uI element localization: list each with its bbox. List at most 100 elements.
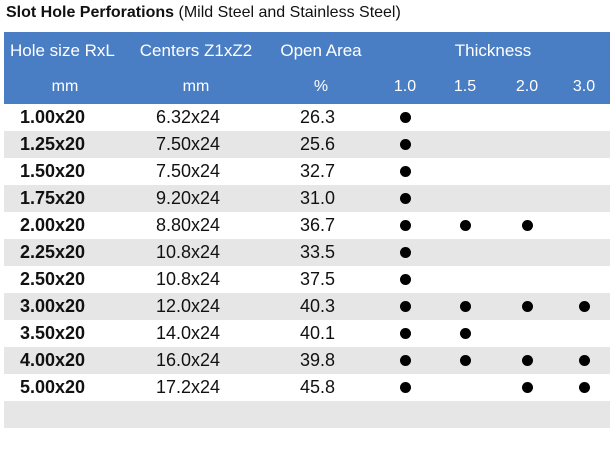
thickness-1-5-cell xyxy=(434,293,496,320)
size-cell: 1.25x20 xyxy=(20,134,86,154)
thickness-2-0-cell xyxy=(496,374,558,401)
thickness-3-0: 3.0 xyxy=(572,78,596,95)
thickness-1-0-cell xyxy=(376,239,434,266)
centers-cell: 10.8x24 xyxy=(156,242,221,262)
thickness-2-0-cell xyxy=(496,266,558,293)
thickness-1-0-cell xyxy=(376,158,434,185)
thickness-1-5-cell xyxy=(434,131,496,158)
table-row: 3.00x20 12.0x24 40.3 xyxy=(4,293,611,320)
thickness-1-5-cell xyxy=(434,374,496,401)
thickness-1-0-cell xyxy=(376,266,434,293)
thickness-3-0-cell xyxy=(558,374,610,401)
availability-dot-icon xyxy=(578,382,590,393)
centers-cell: 9.20x24 xyxy=(156,188,221,208)
table-row: 1.25x20 7.50x24 25.6 xyxy=(4,131,611,158)
size-cell: 1.75x20 xyxy=(20,188,86,208)
thickness-2-0-cell xyxy=(496,293,558,320)
size-cell: 2.25x20 xyxy=(20,242,86,262)
size-cell: 2.00x20 xyxy=(20,215,86,235)
thickness-1-0-cell xyxy=(376,320,434,347)
thickness-3-0-cell xyxy=(558,158,610,185)
availability-dot-icon xyxy=(399,355,411,366)
title-bold: Slot Hole Perforations xyxy=(6,4,175,21)
perforation-table: Hole size RxL Centers Z1xZ2 Open Area Th… xyxy=(4,32,611,428)
centers-cell: 7.50x24 xyxy=(156,161,221,181)
open-area-cell: 40.3 xyxy=(300,296,336,316)
thickness-3-0-cell xyxy=(558,239,610,266)
thickness-1-0-cell xyxy=(376,212,434,239)
thickness-3-0-cell xyxy=(558,104,610,131)
centers-cell: 14.0x24 xyxy=(156,323,221,343)
thickness-2-0-cell xyxy=(496,239,558,266)
table-row: 1.50x20 7.50x24 32.7 xyxy=(4,158,610,185)
table-row: 2.25x20 10.8x24 33.5 xyxy=(4,239,611,266)
unit-open-area: % xyxy=(313,78,329,95)
unit-hole-size: mm xyxy=(51,78,79,95)
open-area-cell: 25.6 xyxy=(300,134,336,154)
header-thickness: Thickness xyxy=(454,41,532,60)
empty-cell xyxy=(4,401,610,428)
availability-dot-icon xyxy=(399,112,411,123)
availability-dot-icon xyxy=(521,301,533,312)
thickness-1-5-cell xyxy=(434,212,496,239)
thickness-1-5: 1.5 xyxy=(453,78,477,95)
table-row: 5.00x20 17.2x24 45.8 xyxy=(4,374,610,401)
availability-dot-icon xyxy=(399,328,411,339)
centers-cell: 6.32x24 xyxy=(156,107,221,127)
header-hole-size: Hole size RxL xyxy=(10,41,115,60)
centers-cell: 17.2x24 xyxy=(156,377,221,397)
size-cell: 3.00x20 xyxy=(20,296,86,316)
open-area-cell: 37.5 xyxy=(300,269,336,289)
availability-dot-icon xyxy=(399,139,411,150)
header-row-units: mm mm % 1.0 1.5 2.0 3.0 xyxy=(4,70,611,104)
thickness-2-0: 2.0 xyxy=(515,78,539,95)
thickness-1-5-cell xyxy=(434,347,496,374)
thickness-2-0-cell xyxy=(496,212,558,239)
availability-dot-icon xyxy=(459,328,471,339)
thickness-1-0: 1.0 xyxy=(393,78,417,95)
thickness-3-0-cell xyxy=(558,293,610,320)
thickness-2-0-cell xyxy=(496,131,558,158)
availability-dot-icon xyxy=(399,220,411,231)
thickness-1-0-cell xyxy=(376,347,434,374)
availability-dot-icon xyxy=(459,301,471,312)
thickness-1-0-cell xyxy=(376,185,434,212)
availability-dot-icon xyxy=(521,355,533,366)
centers-cell: 7.50x24 xyxy=(156,134,221,154)
thickness-1-0-cell xyxy=(376,104,434,131)
thickness-3-0-cell xyxy=(558,185,610,212)
thickness-1-5-cell xyxy=(434,239,496,266)
open-area-cell: 40.1 xyxy=(300,323,336,343)
header-centers: Centers Z1xZ2 xyxy=(139,41,253,60)
header-open-area: Open Area xyxy=(280,41,362,60)
size-cell: 1.50x20 xyxy=(20,161,86,181)
open-area-cell: 39.8 xyxy=(300,350,336,370)
size-cell: 4.00x20 xyxy=(20,350,86,370)
thickness-3-0-cell xyxy=(558,266,610,293)
availability-dot-icon xyxy=(459,355,471,366)
thickness-3-0-cell xyxy=(558,212,610,239)
title-subtitle: (Mild Steel and Stainless Steel) xyxy=(178,4,401,21)
open-area-cell: 45.8 xyxy=(300,377,336,397)
size-cell: 5.00x20 xyxy=(20,377,86,397)
table-row: 4.00x20 16.0x24 39.8 xyxy=(4,347,611,374)
thickness-1-0-cell xyxy=(376,374,434,401)
thickness-1-5-cell xyxy=(434,104,496,131)
thickness-1-5-cell xyxy=(434,266,496,293)
thickness-1-5-cell xyxy=(434,320,496,347)
thickness-1-0-cell xyxy=(376,293,434,320)
thickness-3-0-cell xyxy=(558,347,610,374)
centers-cell: 8.80x24 xyxy=(156,215,221,235)
thickness-3-0-cell xyxy=(558,320,610,347)
size-cell: 3.50x20 xyxy=(20,323,86,343)
availability-dot-icon xyxy=(399,166,411,177)
size-cell: 2.50x20 xyxy=(20,269,86,289)
thickness-2-0-cell xyxy=(496,185,558,212)
availability-dot-icon xyxy=(459,220,471,231)
table-row-empty xyxy=(4,401,611,428)
centers-cell: 10.8x24 xyxy=(156,269,221,289)
availability-dot-icon xyxy=(521,220,533,231)
thickness-1-5-cell xyxy=(434,158,496,185)
availability-dot-icon xyxy=(399,382,411,393)
size-cell: 1.00x20 xyxy=(20,107,86,127)
